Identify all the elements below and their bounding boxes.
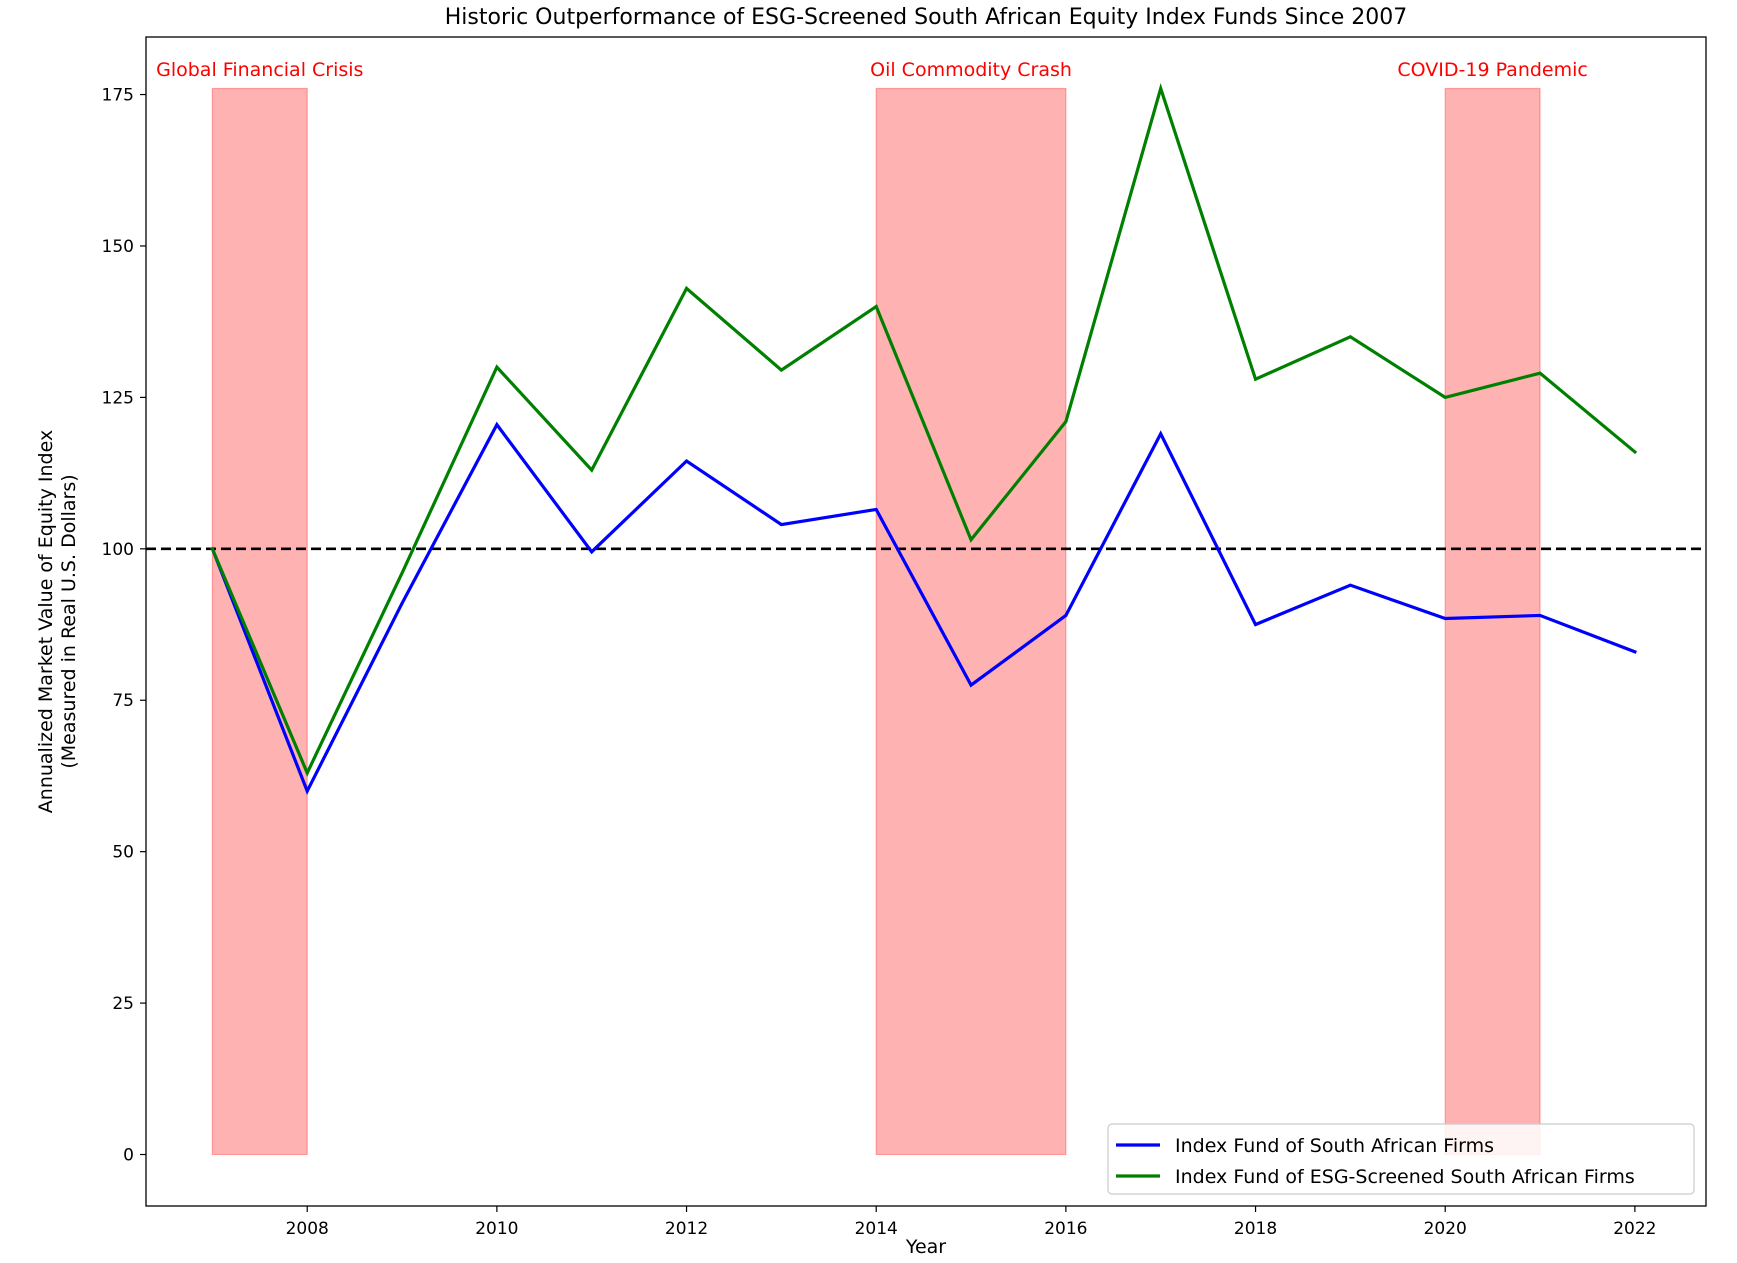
data-point-s1-2020	[1443, 617, 1447, 620]
x-tick-label: 2022	[1613, 1219, 1656, 1239]
y-tick-label: 175	[102, 86, 134, 106]
data-point-s2-2014	[874, 305, 878, 308]
y-tick-label: 100	[102, 540, 134, 560]
data-point-s1-2008	[305, 789, 309, 793]
data-point-s2-2012	[685, 286, 688, 290]
y-axis-ticks: 0 25 50 75 100 125 150 175	[102, 86, 146, 1166]
series-line-index-fund-of-esg-screened-south-african-firms	[210, 83, 1638, 777]
annotation-covid-19-pandemic: COVID-19 Pandemic	[1397, 59, 1587, 81]
x-tick-label: 2014	[855, 1219, 898, 1239]
data-point-s1-2022	[1633, 650, 1637, 654]
data-point-s1-2015	[969, 683, 973, 687]
data-point-s2-2008	[305, 771, 309, 775]
data-point-s2-2009	[400, 571, 404, 575]
shaded-region-oil-commodity-crash	[875, 87, 1067, 1156]
x-tick-label: 2020	[1424, 1219, 1467, 1239]
chart-title: Historic Outperformance of ESG-Screened …	[445, 5, 1408, 30]
data-point-s2-2007	[210, 547, 214, 551]
region-annotations: Global Financial Crisis Oil Commodity Cra…	[156, 59, 1588, 81]
series-line-index-fund-of-south-african-firms	[210, 421, 1637, 796]
data-point-s2-2022	[1633, 450, 1637, 454]
data-point-s1-2017	[1159, 432, 1163, 436]
x-tick-label: 2012	[665, 1219, 708, 1239]
data-point-s1-2018	[1254, 623, 1257, 626]
data-point-s1-2010	[495, 423, 499, 427]
data-point-s2-2017	[1159, 87, 1163, 90]
x-tick-label: 2008	[286, 1219, 329, 1239]
plot-frame	[145, 36, 1707, 1207]
x-tick-label: 2018	[1234, 1219, 1277, 1239]
y-axis-label-line-1: Annualized Market Value of Equity Index	[35, 430, 57, 813]
data-point-s2-2018	[1254, 377, 1257, 381]
data-point-s2-2013	[779, 368, 783, 372]
data-point-s1-2021	[1538, 614, 1542, 617]
legend: Index Fund of South African Firms Index F…	[1107, 1123, 1695, 1195]
data-point-s2-2019	[1348, 335, 1352, 339]
x-axis-ticks: 2008 2010 2012 2014 2016 2018 2020 2022	[286, 1206, 1657, 1239]
x-tick-label: 2016	[1044, 1219, 1087, 1239]
data-point-s1-2014	[874, 508, 878, 511]
legend-label-index-fund-of-esg-screened-south-african-firms: Index Fund of ESG-Screened South African…	[1175, 1166, 1635, 1188]
data-point-s1-2012	[685, 459, 688, 463]
y-tick-label: 50	[112, 843, 134, 863]
legend-box	[1107, 1123, 1695, 1195]
data-point-s1-2016	[1064, 614, 1068, 617]
data-point-s2-2010	[495, 365, 499, 369]
data-point-s1-2011	[590, 550, 594, 554]
data-point-s2-2020	[1443, 395, 1447, 399]
data-point-s1-2009	[400, 601, 404, 605]
shaded-regions	[211, 87, 1541, 1156]
x-axis-label: Year	[905, 1236, 946, 1258]
annotation-oil-commodity-crash: Oil Commodity Crash	[870, 59, 1072, 81]
y-tick-label: 125	[102, 388, 134, 408]
y-tick-label: 0	[123, 1146, 134, 1166]
data-point-s2-2021	[1538, 371, 1542, 375]
data-point-s2-2015	[969, 538, 973, 542]
legend-label-index-fund-of-south-african-firms: Index Fund of South African Firms	[1175, 1135, 1494, 1157]
y-tick-label: 75	[112, 691, 134, 711]
data-point-s2-2011	[590, 468, 594, 472]
series-lines	[210, 83, 1638, 796]
shaded-region-global-financial-crisis	[211, 87, 308, 1156]
y-tick-label: 150	[102, 237, 134, 257]
y-axis-label-line-2: (Measured in Real U.S. Dollars)	[58, 474, 80, 768]
data-point-s2-2016	[1064, 420, 1068, 424]
y-tick-label: 25	[112, 994, 134, 1014]
shaded-region-covid-19-pandemic	[1444, 87, 1541, 1156]
data-point-s1-2013	[779, 523, 783, 526]
y-axis-label: Annualized Market Value of Equity Index …	[35, 430, 80, 813]
x-tick-label: 2010	[475, 1219, 518, 1239]
data-point-s1-2019	[1348, 583, 1352, 587]
annotation-global-financial-crisis: Global Financial Crisis	[156, 59, 363, 81]
